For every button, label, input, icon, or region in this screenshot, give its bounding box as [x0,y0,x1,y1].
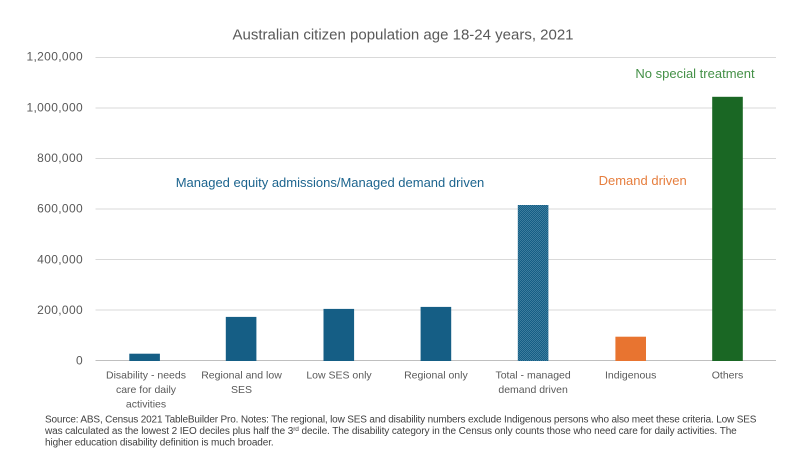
svg-text:200,000: 200,000 [37,303,83,317]
svg-text:400,000: 400,000 [37,252,83,266]
svg-text:No special treatment: No special treatment [635,66,755,81]
svg-text:Source: ABS, Census 2021 Table: Source: ABS, Census 2021 TableBuilder Pr… [45,414,757,425]
svg-text:Managed equity admissions/Mana: Managed equity admissions/Managed demand… [176,175,485,190]
svg-text:higher education disability de: higher education disability definition i… [45,438,274,449]
svg-text:demand driven: demand driven [498,384,568,396]
svg-text:Regional and low: Regional and low [201,370,282,382]
svg-text:1,000,000: 1,000,000 [26,100,83,114]
svg-text:800,000: 800,000 [37,151,83,165]
svg-text:Total - managed: Total - managed [495,370,570,382]
svg-text:was calculated as the lowest 2: was calculated as the lowest 2 IEO decil… [44,426,737,437]
svg-text:1,200,000: 1,200,000 [26,50,83,64]
svg-text:Others: Others [712,370,744,382]
svg-text:0: 0 [76,354,83,368]
svg-text:600,000: 600,000 [37,202,83,216]
svg-text:Low SES only: Low SES only [306,370,372,382]
svg-text:Australian citizen population: Australian citizen population age 18-24 … [232,27,573,44]
svg-text:Disability - needs: Disability - needs [106,370,186,382]
svg-text:Demand driven: Demand driven [599,173,687,188]
svg-text:SES: SES [231,384,252,396]
svg-text:Indigenous: Indigenous [605,370,656,382]
svg-text:activities: activities [126,399,166,411]
svg-text:Regional only: Regional only [404,370,468,382]
svg-text:care for daily: care for daily [116,384,177,396]
